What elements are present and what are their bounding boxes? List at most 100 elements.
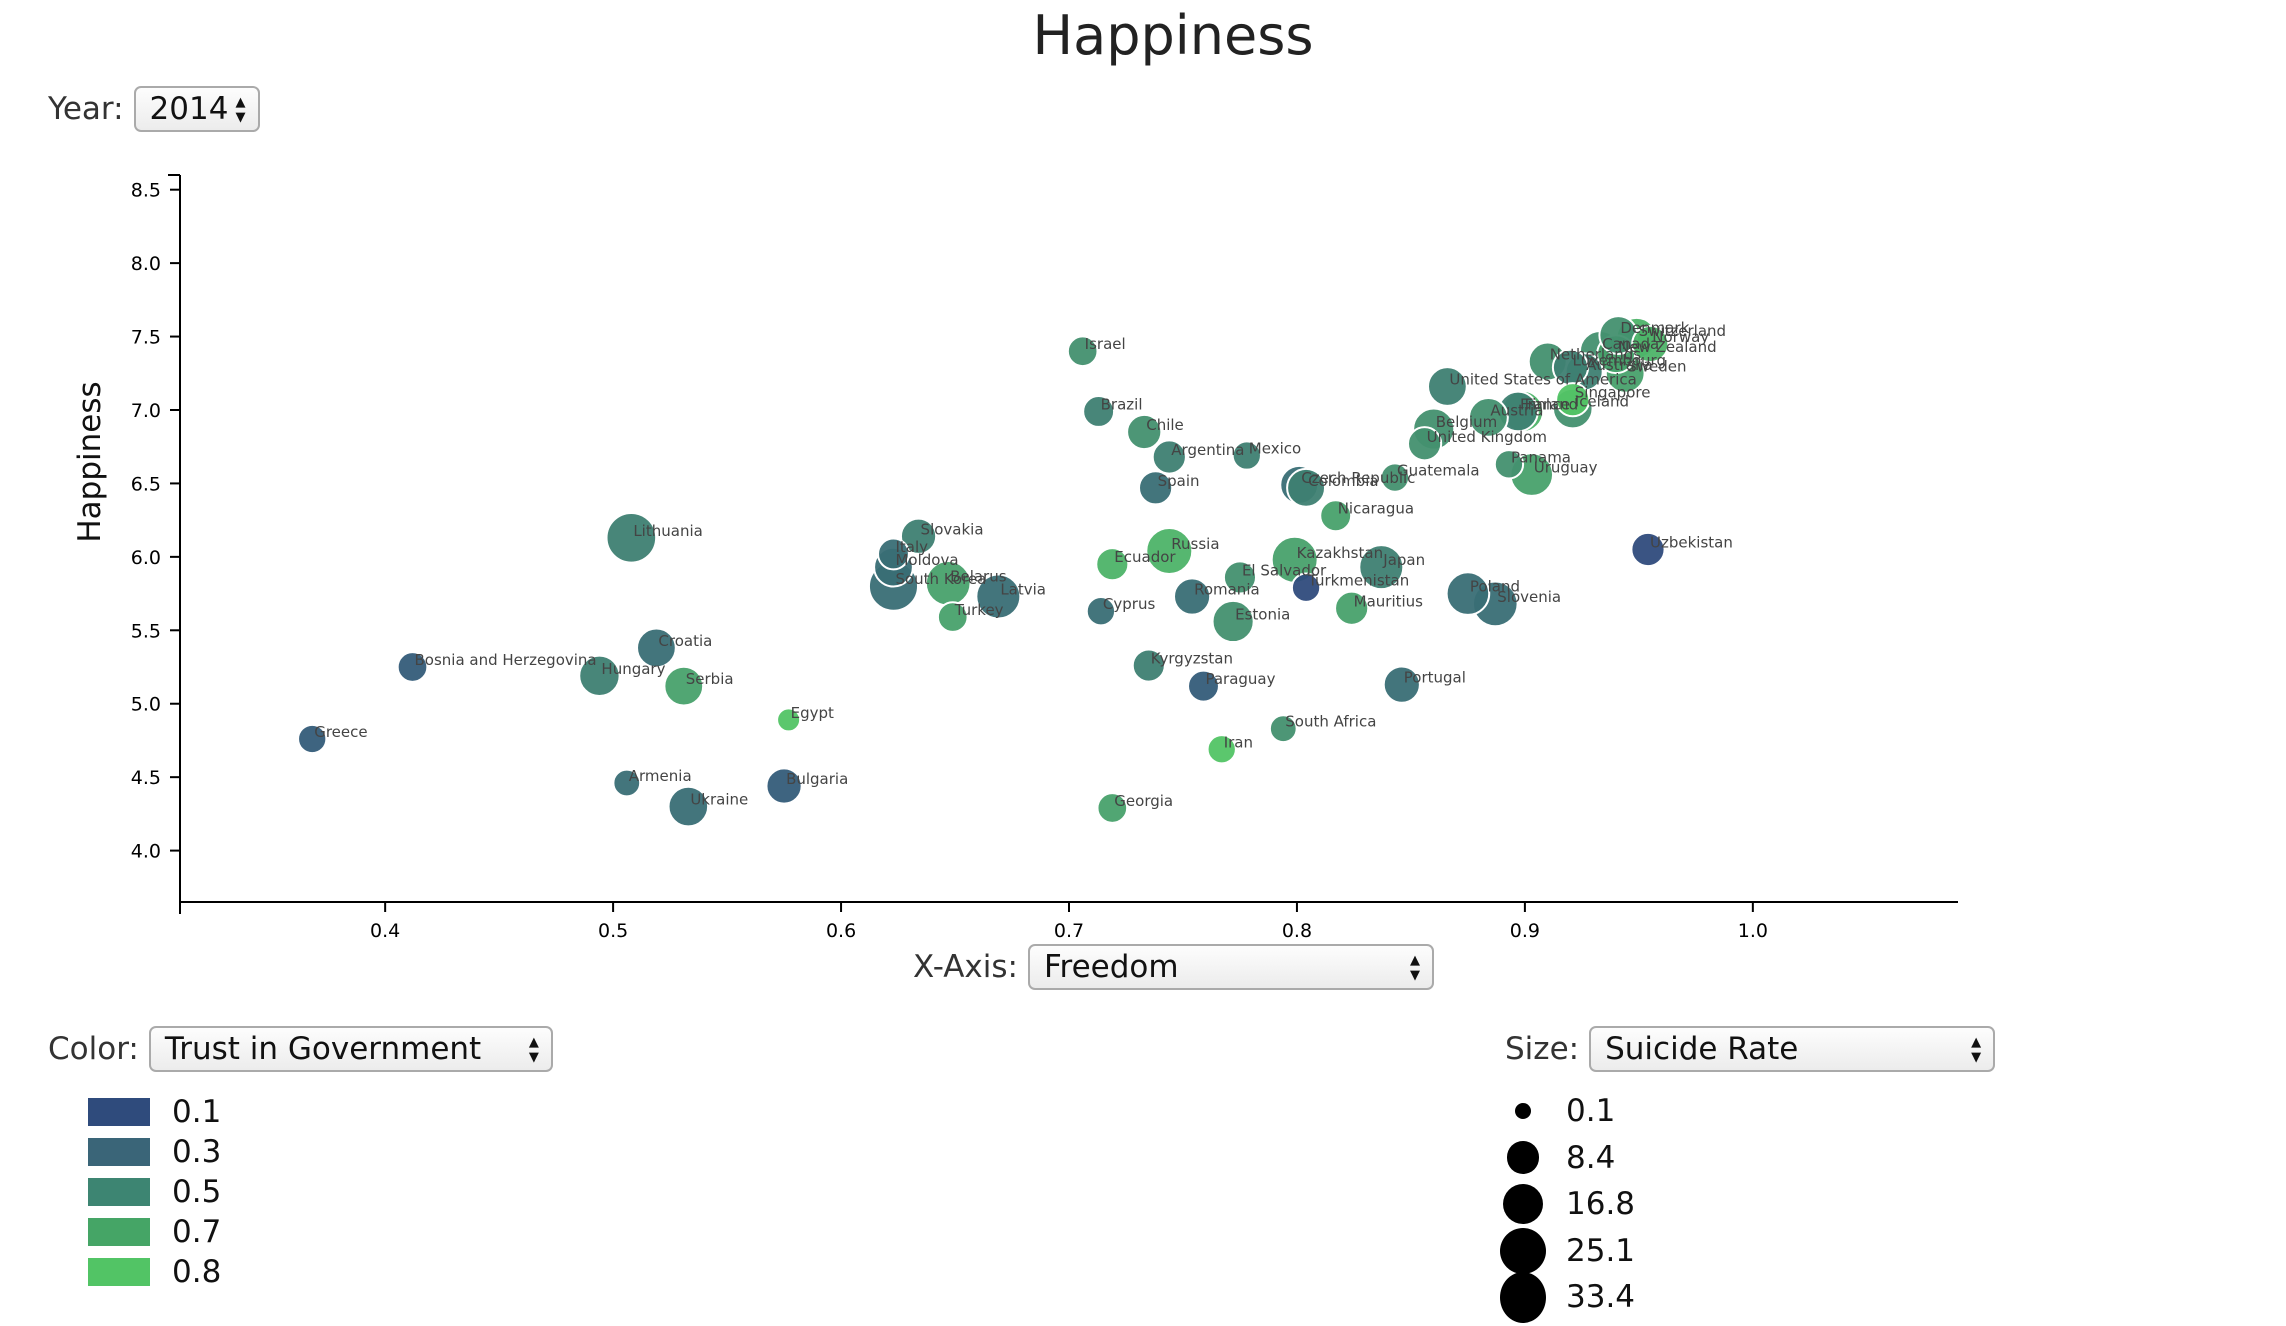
point-label: Portugal <box>1404 669 1466 687</box>
x-tick-label: 0.5 <box>598 920 628 942</box>
x-axis-control: X-Axis: Freedom ▲ ▼ <box>913 944 1434 990</box>
point-label: Turkmenistan <box>1307 572 1409 590</box>
year-select[interactable]: 2014 ▲ ▼ <box>133 86 260 132</box>
color-select[interactable]: Trust in Government ▲ ▼ <box>148 1026 553 1072</box>
point-label: Romania <box>1194 581 1260 599</box>
point-label: Switzerland <box>1639 322 1727 340</box>
point-label: Iceland <box>1575 393 1629 411</box>
year-select-value: 2014 <box>149 91 229 127</box>
size-legend-dot <box>1506 1141 1540 1175</box>
point-label: Bulgaria <box>786 770 848 788</box>
color-legend-label: 0.5 <box>172 1174 222 1210</box>
size-legend-dot <box>1502 1184 1544 1225</box>
data-point <box>776 707 802 733</box>
data-point <box>1286 467 1327 508</box>
point-label: United Kingdom <box>1427 428 1547 446</box>
size-legend-item: 0.1 <box>1500 1088 1635 1135</box>
data-point <box>1222 560 1258 595</box>
size-legend-label: 8.4 <box>1566 1139 1616 1176</box>
data-point <box>899 517 938 555</box>
year-control: Year: 2014 ▲ ▼ <box>48 86 260 132</box>
point-label: Panama <box>1511 448 1571 466</box>
data-point <box>1631 324 1670 363</box>
point-label: Iran <box>1224 733 1253 751</box>
point-label: Poland <box>1470 578 1520 596</box>
point-label: Latvia <box>1000 581 1046 599</box>
point-label: Austria <box>1490 401 1543 419</box>
point-label: Nicaragua <box>1338 500 1414 518</box>
data-point <box>1382 665 1421 704</box>
point-label: Czech Republic <box>1301 469 1415 487</box>
color-legend-label: 0.8 <box>172 1254 222 1290</box>
data-point <box>1095 547 1130 582</box>
point-label: Estonia <box>1235 605 1290 623</box>
data-point <box>605 511 658 564</box>
point-label: Mauritius <box>1354 592 1424 610</box>
point-label: Uzbekistan <box>1650 534 1733 552</box>
chart-point-labels: Greece Bosnia and Herzegovina Lithuania Cro… <box>314 319 1733 810</box>
point-label: Cyprus <box>1103 595 1156 613</box>
data-point <box>1379 462 1411 493</box>
point-label: Uruguay <box>1534 459 1598 477</box>
data-point <box>1126 413 1163 451</box>
data-point <box>1211 599 1255 644</box>
x-tick-label: 0.7 <box>1054 920 1084 942</box>
point-label: Chile <box>1146 416 1184 434</box>
point-label: Lithuania <box>633 522 702 540</box>
y-tick-label: 4.5 <box>131 767 161 789</box>
point-label: Israel <box>1085 335 1126 353</box>
data-point <box>1358 544 1405 591</box>
point-label: France <box>1520 395 1570 413</box>
point-label: New Zealand <box>1618 338 1717 356</box>
y-tick-label: 4.0 <box>131 841 161 863</box>
point-label: Moldova <box>895 551 958 569</box>
size-legend-label: 0.1 <box>1566 1093 1616 1130</box>
point-label: United States of America <box>1449 370 1636 388</box>
size-control: Size: Suicide Rate ▲ ▼ <box>1505 1026 1996 1072</box>
point-label: Slovakia <box>921 520 984 538</box>
size-legend-dot <box>1500 1227 1546 1274</box>
size-select[interactable]: Suicide Rate ▲ ▼ <box>1589 1026 1996 1072</box>
point-label: Georgia <box>1114 792 1173 810</box>
point-label: Luxembourg <box>1572 351 1666 369</box>
data-point <box>1145 526 1194 575</box>
y-tick-label: 6.0 <box>131 547 161 569</box>
chart-points <box>297 315 1670 828</box>
data-point <box>1407 426 1443 462</box>
y-tick-label: 5.5 <box>131 620 161 642</box>
x-axis-select[interactable]: Freedom ▲ ▼ <box>1027 944 1434 990</box>
point-label: Turkey <box>954 601 1004 619</box>
point-label: Russia <box>1171 535 1219 553</box>
point-label: Ecuador <box>1114 548 1176 566</box>
color-select-value: Trust in Government <box>164 1031 482 1067</box>
data-point <box>1173 577 1212 616</box>
data-point <box>663 665 705 707</box>
y-tick-label: 7.0 <box>131 400 161 422</box>
size-label: Size: <box>1505 1031 1580 1067</box>
data-point <box>1493 449 1525 480</box>
data-point <box>1151 439 1187 475</box>
data-point <box>1268 714 1298 744</box>
point-label: Greece <box>314 723 367 741</box>
point-label: Canada <box>1602 335 1659 353</box>
point-label: Colombia <box>1308 472 1379 490</box>
point-label: Netherlands <box>1550 346 1642 364</box>
point-label: Singapore <box>1575 384 1651 402</box>
point-label: South Korea <box>895 570 986 588</box>
point-label: Paraguay <box>1205 670 1275 688</box>
data-point <box>1231 440 1262 471</box>
point-label: Bosnia and Herzegovina <box>415 651 597 669</box>
data-point <box>578 654 621 698</box>
color-legend-label: 0.3 <box>172 1134 222 1170</box>
point-label: Ukraine <box>690 791 748 809</box>
size-legend-dot <box>1500 1271 1546 1323</box>
data-point <box>1138 470 1174 506</box>
point-label: Australia <box>1586 356 1652 374</box>
y-tick-label: 6.5 <box>131 473 161 495</box>
point-label: Croatia <box>658 632 712 650</box>
point-label: Serbia <box>686 670 734 688</box>
y-tick-label: 8.0 <box>131 253 161 275</box>
size-legend-item: 25.1 <box>1500 1227 1635 1275</box>
point-label: Belgium <box>1436 413 1498 431</box>
